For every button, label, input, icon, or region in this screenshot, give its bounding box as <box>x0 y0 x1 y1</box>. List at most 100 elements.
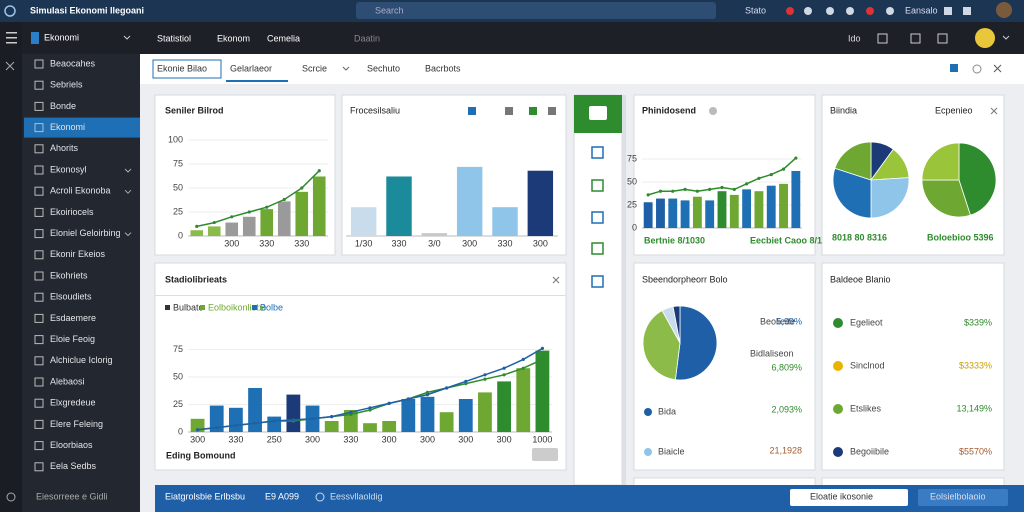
sidebar-item[interactable]: Bonde <box>50 101 76 111</box>
sidebar-item[interactable]: Ahorits <box>50 143 79 153</box>
line-point <box>406 397 410 401</box>
x-tick-label: 330 <box>391 238 406 248</box>
avatar[interactable] <box>996 2 1012 18</box>
line-point <box>708 187 712 191</box>
top-icon[interactable] <box>846 7 854 15</box>
pie-label: 8018 80 8316 <box>832 232 887 242</box>
stat-label: Biaicle <box>658 446 685 456</box>
top-icon[interactable] <box>866 7 874 15</box>
tool-icon[interactable] <box>591 179 604 192</box>
search-box[interactable] <box>356 2 716 19</box>
card-icon[interactable] <box>505 107 513 115</box>
menu-icon[interactable] <box>6 42 17 44</box>
bottom-field[interactable] <box>790 489 908 506</box>
sidebar-item[interactable]: Ekohriets <box>50 270 88 280</box>
close-icon[interactable] <box>993 64 1002 73</box>
tool-icon[interactable] <box>591 242 604 255</box>
close-icon[interactable] <box>552 276 560 284</box>
line-point <box>732 187 736 191</box>
bar <box>742 189 752 228</box>
tab[interactable]: Ekonie Bilao <box>157 63 207 73</box>
sidebar-item[interactable]: Esdaemere <box>50 313 96 323</box>
bar <box>312 176 326 236</box>
sidebar-item[interactable]: Acroli Ekonoba <box>50 186 111 196</box>
footer-button[interactable] <box>532 448 558 461</box>
bar <box>363 423 377 432</box>
nav-icon[interactable] <box>910 33 921 44</box>
sidebar-item[interactable]: Ekoiriocels <box>50 207 94 217</box>
bar <box>277 201 291 236</box>
rail-icon <box>5 61 15 71</box>
nav-icon <box>34 313 44 323</box>
legend-entry: Eolboikonliobe <box>208 302 267 312</box>
nav-menu-item[interactable]: Ekonom <box>217 33 250 43</box>
y-tick-label: 25 <box>173 206 183 216</box>
tool-icon[interactable] <box>591 146 604 159</box>
sidebar-item[interactable]: Sebriels <box>50 80 83 90</box>
sidebar-item[interactable]: Ekonir Ekeios <box>50 249 106 259</box>
sidebar-item[interactable]: Eloie Feoig <box>50 334 95 344</box>
card-icon[interactable] <box>548 107 556 115</box>
bar <box>228 407 243 432</box>
sidebar-item[interactable]: Eloorbiaos <box>50 440 93 450</box>
close-icon[interactable] <box>990 107 998 115</box>
sidebar-item[interactable]: Eela Sedbs <box>50 461 97 471</box>
trend-line <box>196 170 320 228</box>
nav-icon <box>34 186 44 196</box>
top-icon[interactable] <box>826 7 834 15</box>
menu-icon[interactable] <box>6 37 17 39</box>
sidebar-item[interactable]: Ekonosyl <box>50 164 87 174</box>
bottom-button-text[interactable]: Eolsielbolaoio <box>930 491 986 501</box>
top-icon[interactable] <box>886 7 894 15</box>
top-icon[interactable] <box>944 7 952 15</box>
sidebar-item[interactable]: Alchiclue Iclorig <box>50 355 113 365</box>
nav-icon[interactable] <box>937 33 948 44</box>
card-title: Biindia <box>830 105 857 115</box>
stat-value: 6,809% <box>771 362 802 372</box>
tool-column <box>573 94 623 486</box>
tab[interactable]: Gelarlaeor <box>230 63 272 73</box>
tab[interactable]: Scrcie <box>302 63 327 73</box>
bar <box>680 200 690 228</box>
sidebar-item[interactable]: Elxgredeue <box>50 398 96 408</box>
nav-icon[interactable] <box>877 33 888 44</box>
top-icon[interactable] <box>963 7 971 15</box>
sidebar-item[interactable]: Eloniel Geloirbing <box>50 228 121 238</box>
top-icon[interactable] <box>804 7 812 15</box>
sidebar-item[interactable]: Alebaosi <box>50 376 85 386</box>
sidebar-item[interactable]: Elsoudiets <box>50 292 92 302</box>
tab-icon[interactable] <box>950 64 958 72</box>
bottom-field-text[interactable]: Eloatie ikosonie <box>810 491 873 501</box>
bar <box>497 381 512 432</box>
search-placeholder[interactable]: Search <box>375 5 404 15</box>
card-title: Sbeendorpheorr Bolo <box>642 274 728 284</box>
top-icon[interactable] <box>786 7 794 15</box>
tool-icon[interactable] <box>591 275 604 288</box>
sidebar-item[interactable]: Elere Feleing <box>50 419 103 429</box>
tab[interactable]: Bacrbots <box>425 63 461 73</box>
card-icon[interactable] <box>468 107 476 115</box>
nav-menu-item[interactable]: Statistiol <box>157 33 191 43</box>
nav-menu-item[interactable]: Cemelia <box>267 33 300 43</box>
nav-icon <box>34 398 44 408</box>
card-icon[interactable] <box>529 107 537 115</box>
section-title[interactable]: Ekonomi <box>44 32 79 42</box>
tab-icon[interactable] <box>972 64 982 74</box>
menu-icon[interactable] <box>6 32 17 34</box>
tool-icon[interactable] <box>589 106 607 120</box>
sidebar-item[interactable]: Beaocahes <box>50 58 96 68</box>
tool-icon[interactable] <box>591 211 604 224</box>
pie-slice <box>834 141 872 181</box>
sidebar-item[interactable]: Ekonomi <box>50 122 85 132</box>
nav-right[interactable]: Ido <box>848 33 861 43</box>
rail-icon <box>6 492 16 502</box>
avatar[interactable] <box>975 28 995 48</box>
pie-slice <box>921 142 960 181</box>
nav-extra[interactable]: Daatin <box>354 33 380 43</box>
bottom-button[interactable] <box>918 489 1008 506</box>
bar <box>692 196 702 228</box>
tab[interactable]: Sechuto <box>367 63 400 73</box>
x-tick-label: 300 <box>420 434 435 444</box>
logo <box>4 5 16 17</box>
nav-icon <box>34 441 44 451</box>
